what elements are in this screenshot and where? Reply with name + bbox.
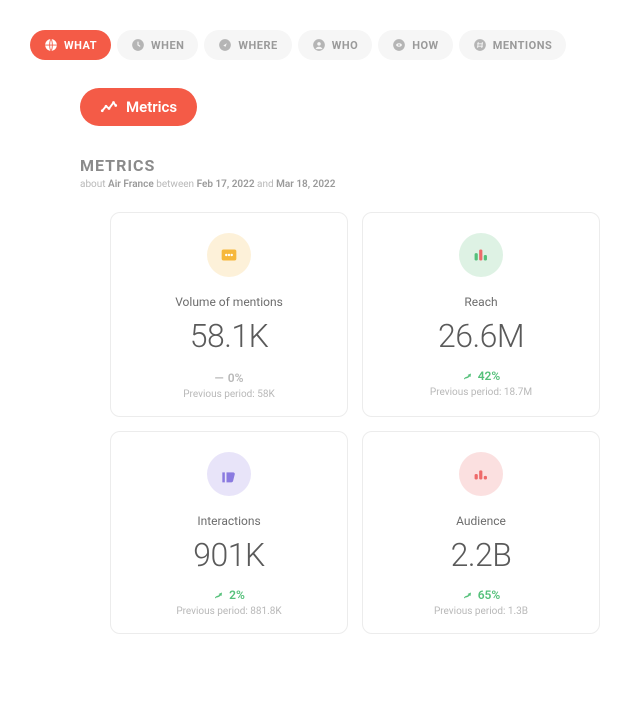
metrics-icon xyxy=(100,98,118,116)
metric-value: 901K xyxy=(121,536,337,574)
clock-icon xyxy=(131,38,145,52)
volume-icon xyxy=(207,233,251,277)
tab-label: MENTIONS xyxy=(493,39,553,52)
globe-icon xyxy=(44,38,58,52)
tab-label: WHO xyxy=(332,39,358,52)
trend-up-icon xyxy=(213,589,225,601)
metrics-chip[interactable]: Metrics xyxy=(80,88,197,126)
metric-change: 42% xyxy=(462,369,501,383)
metric-change: 2% xyxy=(213,588,245,602)
trend-up-icon xyxy=(462,589,474,601)
page-subtitle: about Air France between Feb 17, 2022 an… xyxy=(80,179,610,190)
metric-card-audience[interactable]: Audience 2.2B 65% Previous period: 1.3B xyxy=(362,431,600,634)
change-value: 65% xyxy=(478,588,501,602)
eye-icon xyxy=(392,38,406,52)
metrics-cards: Volume of mentions 58.1K — 0% Previous p… xyxy=(80,212,610,634)
tab-who[interactable]: WHO xyxy=(298,30,372,60)
tab-where[interactable]: WHERE xyxy=(204,30,291,60)
reach-icon xyxy=(459,233,503,277)
interactions-icon xyxy=(207,452,251,496)
tab-label: WHERE xyxy=(238,39,277,52)
metric-card-volume[interactable]: Volume of mentions 58.1K — 0% Previous p… xyxy=(110,212,348,417)
metric-label: Reach xyxy=(373,295,589,309)
trend-up-icon xyxy=(462,370,474,382)
dash-icon: — xyxy=(215,371,224,385)
metric-previous: Previous period: 18.7M xyxy=(373,387,589,398)
metric-previous: Previous period: 881.8K xyxy=(121,606,337,617)
metric-previous: Previous period: 1.3B xyxy=(373,606,589,617)
tab-label: HOW xyxy=(412,39,438,52)
nav-tabs: WHAT WHEN WHERE WHO HOW MENTIONS xyxy=(30,30,610,60)
audience-icon xyxy=(459,452,503,496)
metric-previous: Previous period: 58K xyxy=(121,389,337,400)
metric-value: 26.6M xyxy=(373,317,589,355)
change-value: 42% xyxy=(478,369,501,383)
tab-how[interactable]: HOW xyxy=(378,30,452,60)
metric-value: 58.1K xyxy=(121,317,337,355)
metric-label: Interactions xyxy=(121,514,337,528)
metric-label: Volume of mentions xyxy=(121,295,337,309)
metric-label: Audience xyxy=(373,514,589,528)
tab-label: WHAT xyxy=(64,39,97,52)
compass-icon xyxy=(218,38,232,52)
hash-icon xyxy=(473,38,487,52)
metric-change: 65% xyxy=(462,588,501,602)
metric-card-interactions[interactable]: Interactions 901K 2% Previous period: 88… xyxy=(110,431,348,634)
tab-when[interactable]: WHEN xyxy=(117,30,198,60)
metric-card-reach[interactable]: Reach 26.6M 42% Previous period: 18.7M xyxy=(362,212,600,417)
user-icon xyxy=(312,38,326,52)
tab-label: WHEN xyxy=(151,39,184,52)
tab-what[interactable]: WHAT xyxy=(30,30,111,60)
page-title: METRICS xyxy=(80,156,610,175)
change-value: 2% xyxy=(229,588,245,602)
metric-change: — 0% xyxy=(215,371,244,385)
metric-value: 2.2B xyxy=(373,536,589,574)
tab-mentions[interactable]: MENTIONS xyxy=(459,30,567,60)
chip-label: Metrics xyxy=(126,98,177,116)
change-value: 0% xyxy=(228,371,244,385)
